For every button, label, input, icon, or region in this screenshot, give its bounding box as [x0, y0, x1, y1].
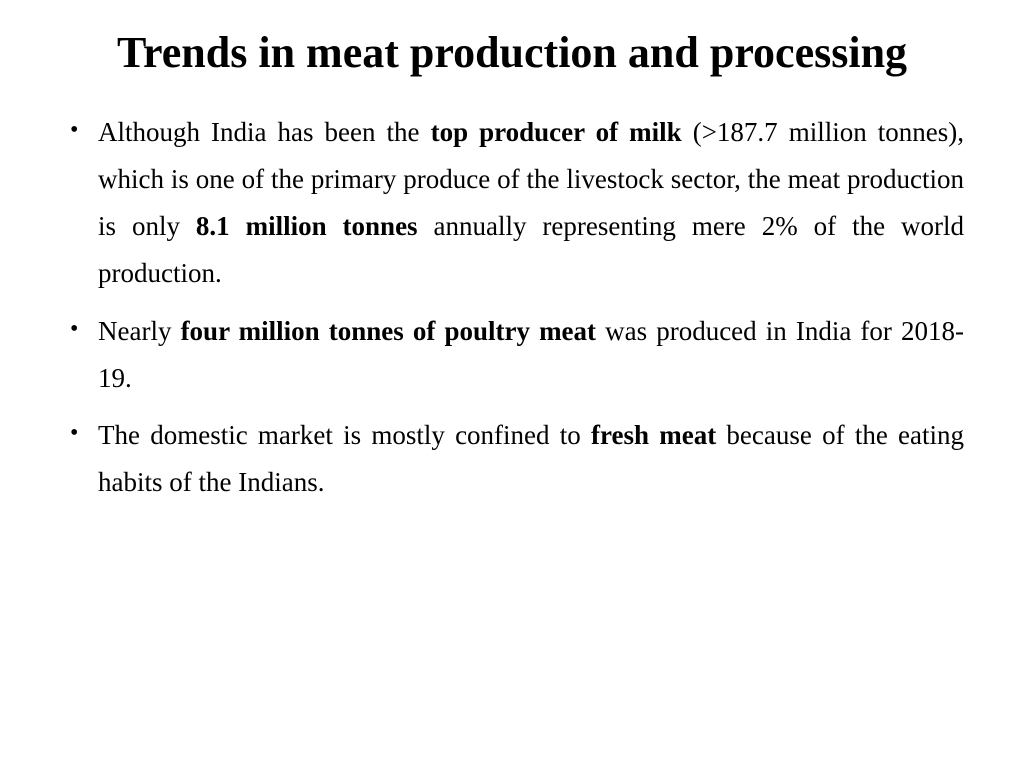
text-run: The domestic market is mostly confined t…	[98, 420, 591, 450]
slide: Trends in meat production and processing…	[0, 0, 1024, 768]
bullet-list: Although India has been the top producer…	[60, 109, 964, 507]
list-item: Although India has been the top producer…	[98, 109, 964, 298]
slide-title: Trends in meat production and processing	[60, 28, 964, 79]
list-item: The domestic market is mostly confined t…	[98, 412, 964, 507]
bold-text-run: 8.1 million tonnes	[196, 211, 418, 241]
list-item: Nearly four million tonnes of poultry me…	[98, 308, 964, 403]
text-run: Nearly	[98, 316, 181, 346]
text-run: Although India has been the	[98, 117, 431, 147]
bold-text-run: fresh meat	[591, 420, 716, 450]
bold-text-run: four million tonnes of poultry meat	[181, 316, 596, 346]
bold-text-run: top producer of milk	[431, 117, 682, 147]
